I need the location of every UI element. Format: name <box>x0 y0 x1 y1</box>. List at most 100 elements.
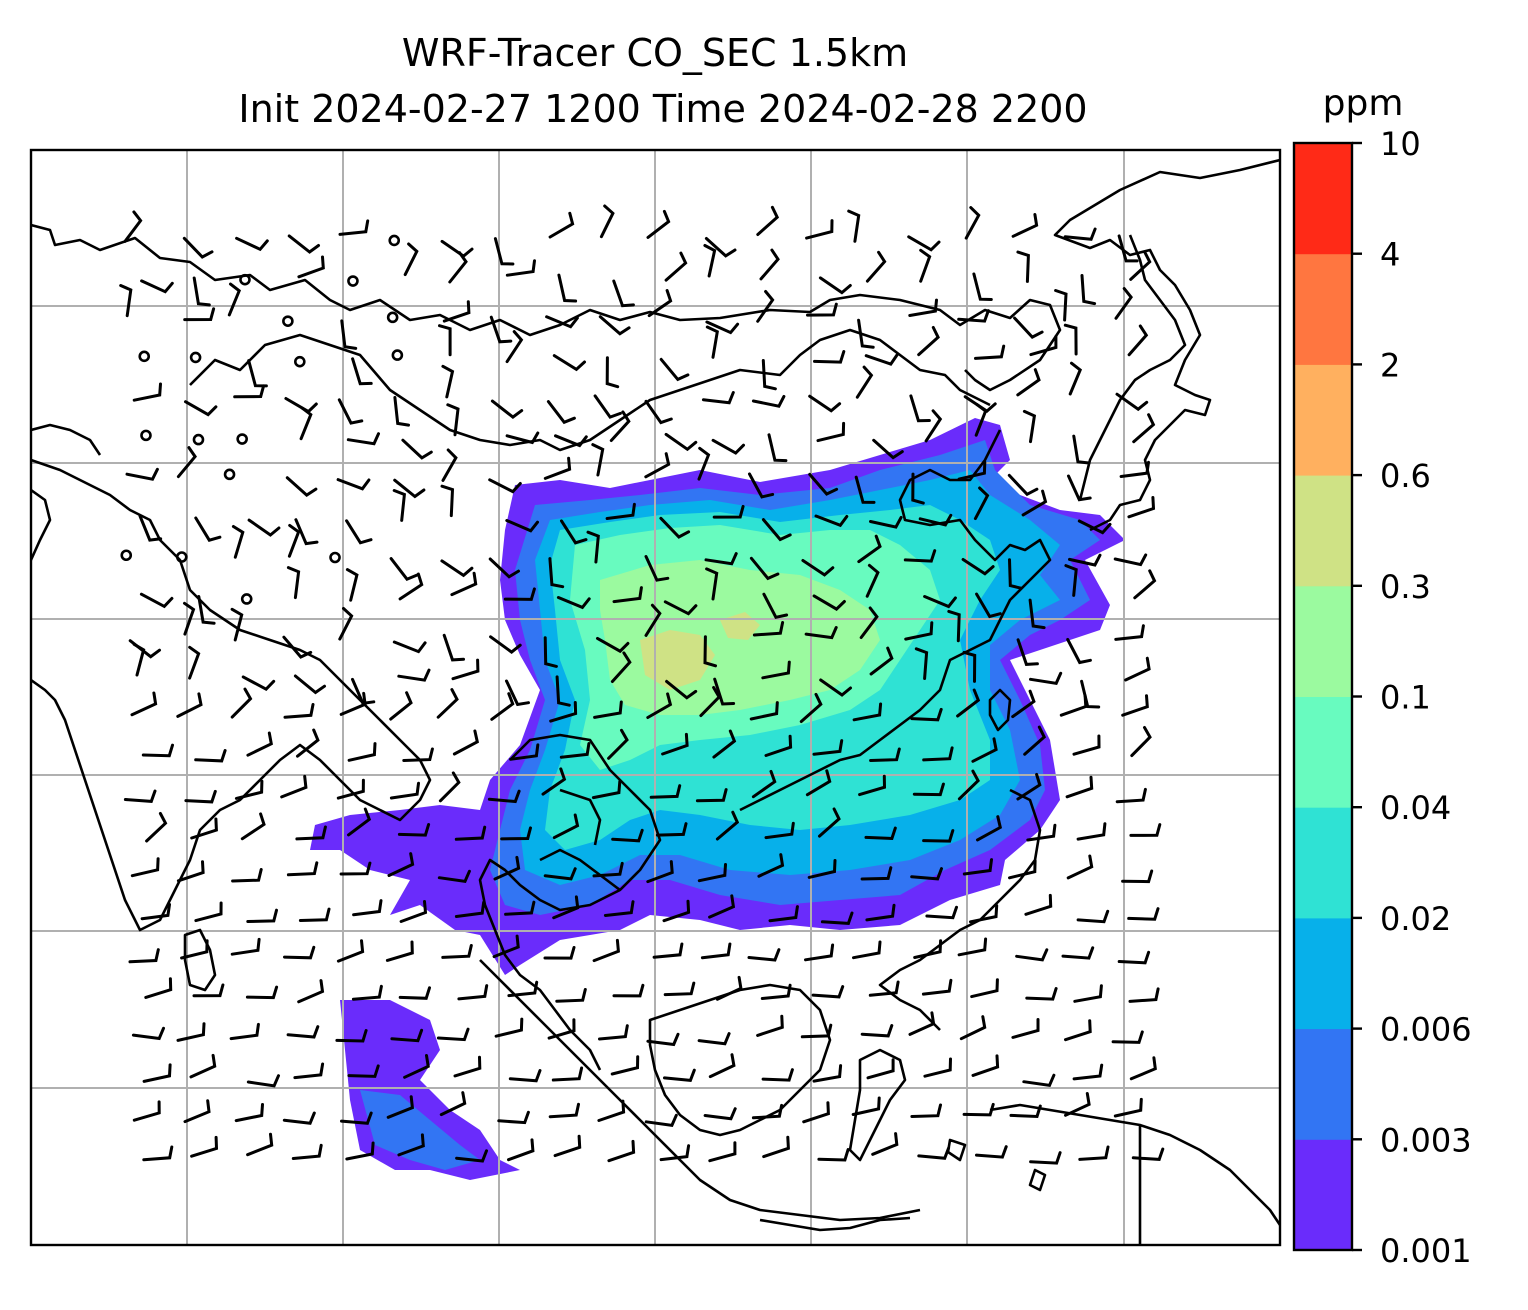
wind-barb <box>451 658 480 681</box>
wind-barb <box>644 399 673 425</box>
wind-barb <box>1029 1151 1062 1165</box>
wind-barb <box>865 903 896 922</box>
wind-barb <box>646 1032 680 1047</box>
wind-barb <box>812 739 844 756</box>
wind-barb <box>1063 227 1097 241</box>
wind-barb <box>338 607 354 641</box>
wind-barb <box>184 400 218 417</box>
wind-barb <box>818 807 841 838</box>
coast-west-asia <box>31 423 102 561</box>
wind-barb <box>392 489 407 522</box>
wind-barb <box>389 781 420 800</box>
wind-barb <box>1008 859 1037 880</box>
wind-barb <box>230 687 253 719</box>
wind-barb <box>962 650 977 683</box>
wind-barb <box>437 869 471 883</box>
wind-barb <box>440 559 474 578</box>
wind-barb <box>505 679 530 707</box>
wind-barb <box>868 980 900 997</box>
wind-barb <box>337 398 364 425</box>
wind-barb <box>335 1029 368 1043</box>
colorbar-tick-label: 4 <box>1380 236 1400 274</box>
wind-barb <box>293 1062 325 1080</box>
wind-barb <box>598 315 631 336</box>
wind-barb <box>761 1068 794 1082</box>
wind-barb <box>598 1024 629 1041</box>
wind-barb <box>493 855 521 881</box>
wind-barb <box>1078 1145 1110 1161</box>
wind-barb <box>592 938 620 963</box>
wind-barb <box>132 382 162 402</box>
wind-barb <box>235 236 269 252</box>
wind-barb <box>130 857 160 878</box>
wind-barb <box>907 235 941 252</box>
coast-indochina-inner <box>539 788 621 892</box>
wind-barb <box>647 289 673 318</box>
wind-barb <box>548 211 575 239</box>
wind-barb <box>453 1055 482 1078</box>
wind-barb <box>234 1103 264 1123</box>
wind-barb <box>659 357 690 382</box>
wind-barb <box>697 1032 731 1046</box>
wind-barb <box>1129 1056 1157 1081</box>
wind-barb <box>971 737 998 763</box>
coast-japan <box>1078 234 1187 501</box>
wind-barb <box>911 472 925 505</box>
wind-barb <box>1121 869 1154 884</box>
wind-barb <box>183 1099 211 1124</box>
wind-barb <box>761 518 792 542</box>
wind-barb <box>285 476 318 497</box>
wind-barb <box>599 204 615 239</box>
wind-barb <box>549 701 578 723</box>
wind-barb <box>245 985 279 1000</box>
wind-barb <box>820 911 854 925</box>
wind-barb <box>386 1095 415 1119</box>
wind-barb <box>559 742 591 759</box>
wind-barb <box>925 905 958 920</box>
wind-barb <box>858 774 887 797</box>
coast-sri-lanka <box>183 928 217 992</box>
wind-barb <box>488 557 520 579</box>
wind-barb <box>128 948 160 964</box>
wind-barb <box>593 394 622 419</box>
wind-barb <box>489 635 522 654</box>
wind-barb <box>703 1107 737 1121</box>
wind-barb <box>1129 250 1152 281</box>
colorbar-tick-label: 0.006 <box>1380 1011 1472 1049</box>
wind-barb <box>748 472 775 499</box>
wind-barb <box>1011 1018 1040 1039</box>
wind-barb <box>345 519 373 545</box>
wind-barb <box>1015 948 1049 962</box>
wind-barb <box>398 986 431 1000</box>
wind-barb <box>336 478 371 491</box>
wind-barb <box>947 609 961 643</box>
wind-barb <box>708 894 736 919</box>
wind-barb <box>864 353 899 366</box>
wind-barb <box>1064 564 1078 597</box>
wind-barb <box>352 899 383 917</box>
wind-barb <box>1021 489 1048 517</box>
wind-barb <box>240 812 266 841</box>
wind-barb <box>612 586 643 604</box>
wind-barb <box>804 943 835 962</box>
wind-barb <box>747 948 781 962</box>
wind-barb <box>700 942 732 960</box>
wind-barb <box>230 607 244 642</box>
map-panel <box>29 148 1282 1247</box>
wind-barb <box>130 691 158 717</box>
wind-barb <box>546 400 576 425</box>
wind-barb <box>543 946 576 960</box>
wind-barb <box>749 701 779 721</box>
wind-barb <box>1072 734 1101 756</box>
calm-wind-marker <box>347 275 359 287</box>
wind-barb <box>336 939 365 963</box>
wind-barb <box>401 438 433 460</box>
wind-barb <box>441 364 455 399</box>
wind-barb <box>818 276 852 295</box>
wind-barb <box>189 1053 217 1079</box>
wind-barb <box>176 860 205 883</box>
wind-barb <box>403 1054 430 1079</box>
wind-barb <box>548 557 565 589</box>
wind-barb <box>1064 1092 1091 1117</box>
